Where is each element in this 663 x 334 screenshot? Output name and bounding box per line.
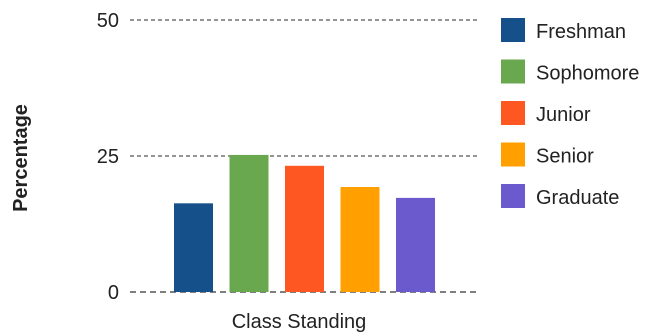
legend-swatch-graduate [501,184,525,208]
bar-graduate [396,197,435,292]
y-axis-ticks: 0 25 50 [97,10,119,304]
x-axis-title: Class Standing [232,311,367,333]
legend-swatch-freshman [501,18,525,42]
legend: Freshman Sophomore Junior Senior Graduate [501,18,639,209]
legend-swatch-junior [501,101,525,125]
y-tick-label: 25 [97,146,119,168]
legend-label-freshman: Freshman [536,21,626,43]
legend-label-sophomore: Sophomore [536,63,639,85]
bar-junior [285,165,324,292]
legend-label-junior: Junior [536,104,591,126]
y-tick-label: 50 [97,10,119,32]
legend-label-senior: Senior [536,146,594,168]
y-axis-title: Percentage [10,104,32,212]
bars [174,154,435,292]
bar-senior [340,187,380,292]
y-tick-label: 0 [108,282,119,304]
legend-swatch-sophomore [501,59,525,84]
legend-label-graduate: Graduate [536,187,619,209]
legend-swatch-senior [501,142,525,167]
bar-sophomore [229,154,269,292]
bar-freshman [174,203,213,292]
